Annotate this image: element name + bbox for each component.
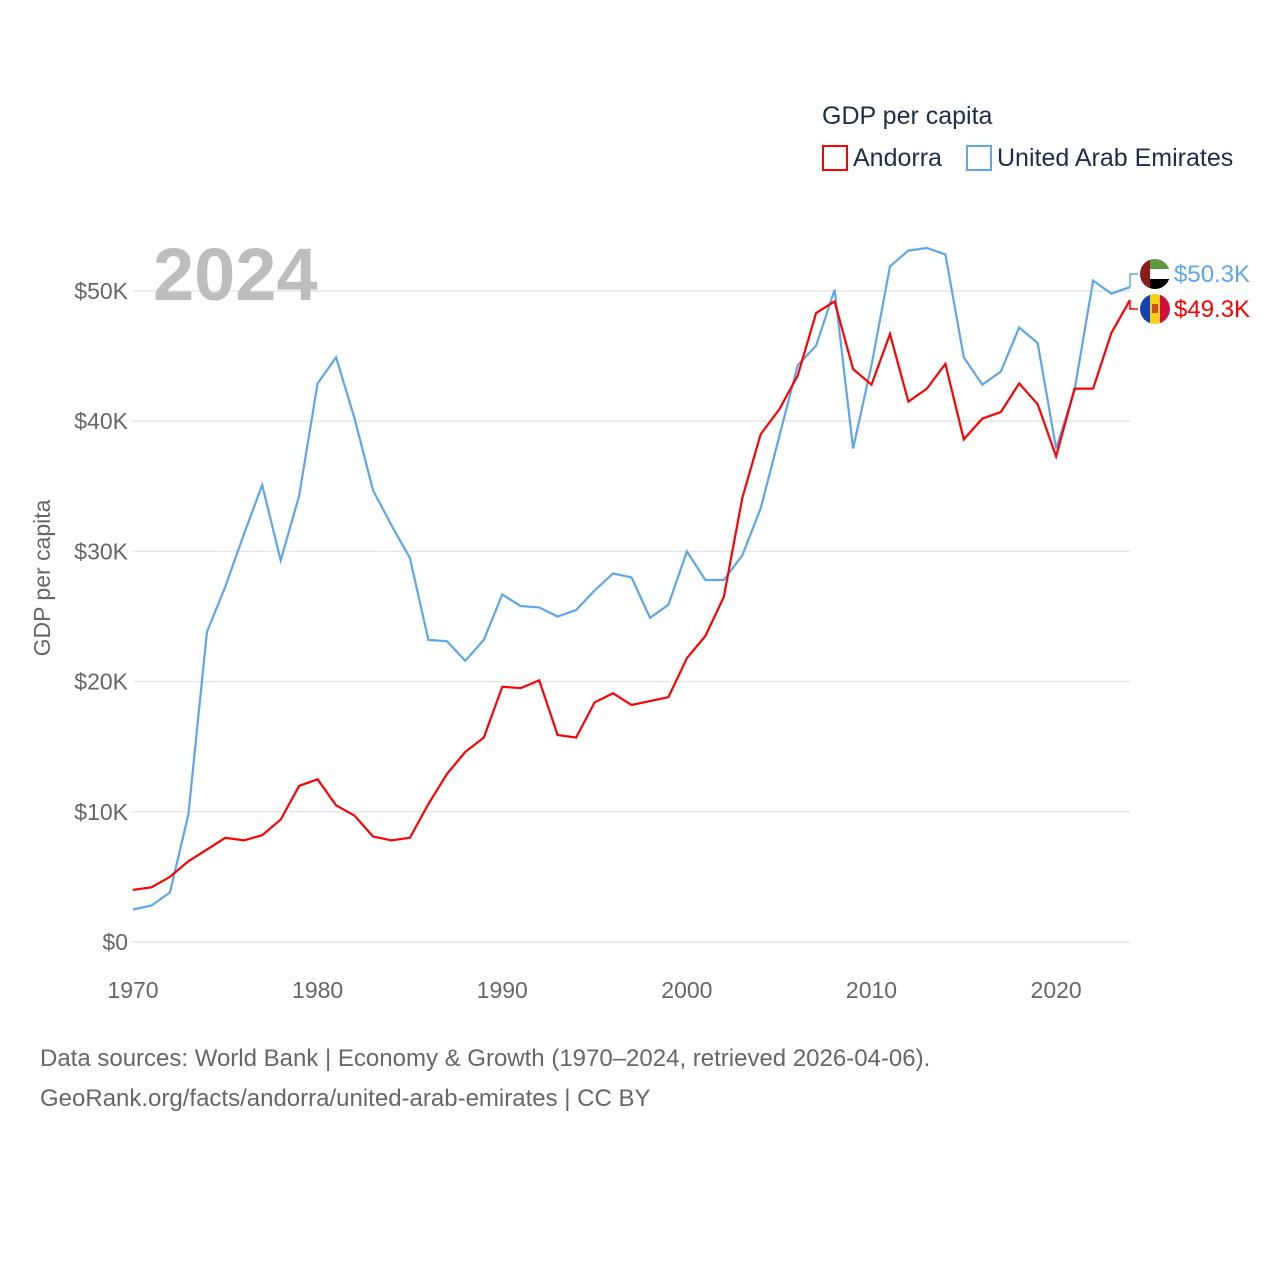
- legend-label[interactable]: United Arab Emirates: [997, 144, 1233, 172]
- legend-label[interactable]: Andorra: [853, 144, 942, 172]
- x-tick-label: 1970: [107, 977, 158, 1003]
- andorra-flag-icon: [1140, 294, 1170, 324]
- series-line-andorra: [132, 299, 1131, 891]
- legend-swatch: [822, 145, 848, 171]
- x-tick-label: 2010: [846, 977, 897, 1003]
- uae-flag-icon: [1140, 259, 1170, 289]
- uae-label-connector: [1129, 273, 1138, 288]
- y-tick-label: $0: [102, 929, 128, 955]
- legend-title: GDP per capita: [822, 102, 993, 130]
- y-tick-label: $40K: [74, 408, 128, 434]
- y-axis-label: GDP per capita: [29, 499, 55, 656]
- y-tick-label: $30K: [74, 538, 128, 564]
- year-label: 2024: [153, 233, 318, 316]
- y-tick-label: $10K: [74, 799, 128, 825]
- x-tick-label: 1990: [477, 977, 528, 1003]
- footer-sources: Data sources: World Bank | Economy & Gro…: [40, 1045, 931, 1072]
- x-tick-label: 1980: [292, 977, 343, 1003]
- footer-link[interactable]: GeoRank.org/facts/andorra/united-arab-em…: [40, 1085, 651, 1112]
- andorra-label-connector: [1129, 300, 1138, 310]
- uae-end-value: $50.3K: [1174, 261, 1250, 288]
- x-tick-label: 2020: [1031, 977, 1082, 1003]
- legend-swatch: [966, 145, 992, 171]
- y-tick-label: $20K: [74, 669, 128, 695]
- x-tick-label: 2000: [661, 977, 712, 1003]
- andorra-end-value: $49.3K: [1174, 296, 1250, 323]
- series-line-united-arab-emirates: [132, 246, 1131, 911]
- y-tick-label: $50K: [74, 278, 128, 304]
